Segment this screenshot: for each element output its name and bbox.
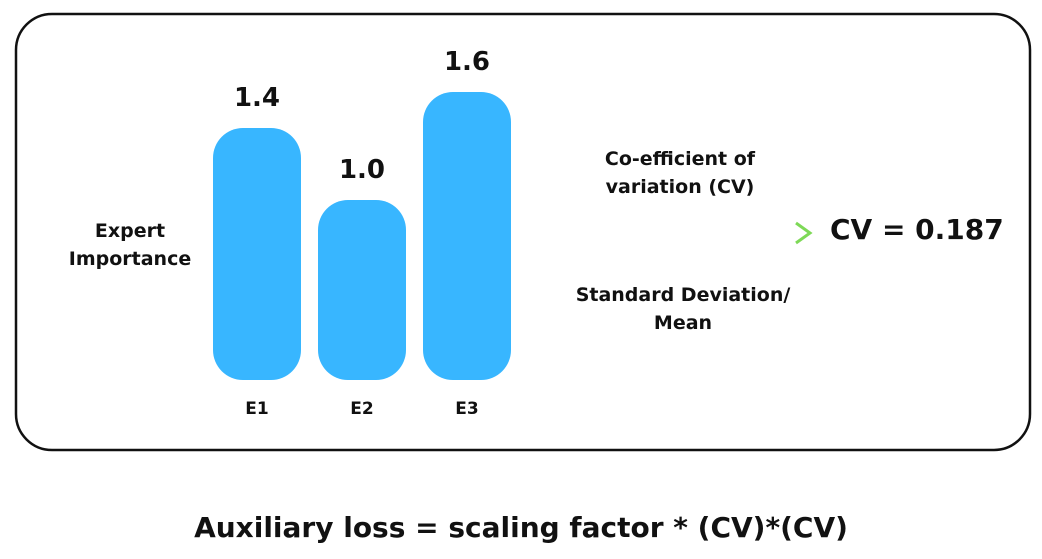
category-label: E2 bbox=[350, 399, 373, 419]
category-label: E3 bbox=[455, 399, 478, 419]
bar bbox=[213, 128, 301, 380]
result: CV = 0.187 bbox=[830, 213, 1004, 246]
arrow-bottom-label: Standard Deviation/ Mean bbox=[575, 284, 791, 334]
bar bbox=[318, 200, 406, 380]
y-label: Expert Importance bbox=[68, 220, 192, 270]
category-label: E1 bbox=[245, 399, 268, 419]
arrow-top-label: Co-efficient of variation (CV) bbox=[604, 148, 756, 198]
formula: Auxiliary loss = scaling factor * (CV)*(… bbox=[194, 511, 848, 544]
value-label: 1.4 bbox=[234, 83, 280, 113]
arrow-head bbox=[795, 221, 813, 245]
value-label: 1.0 bbox=[339, 155, 385, 185]
frame bbox=[14, 12, 1032, 452]
bar bbox=[423, 92, 511, 380]
value-label: 1.6 bbox=[444, 47, 490, 77]
